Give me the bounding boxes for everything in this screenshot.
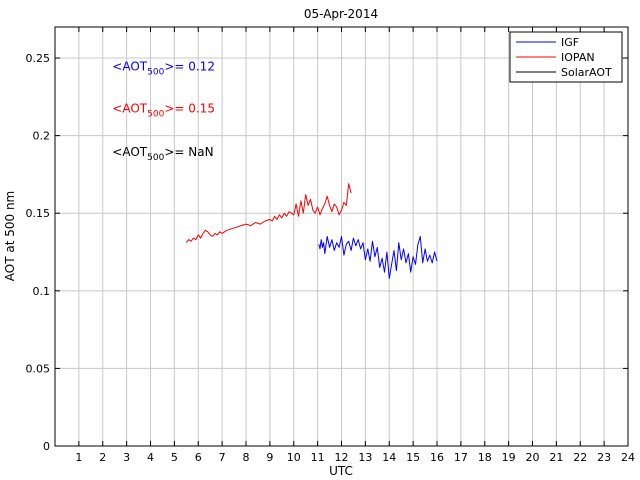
x-tick-label: 21 (549, 451, 563, 464)
legend-label: IOPAN (561, 51, 595, 64)
x-tick-label: 7 (219, 451, 226, 464)
x-tick-label: 12 (335, 451, 349, 464)
aot-annotation: <AOT500>= NaN (112, 145, 213, 163)
x-tick-label: 20 (526, 451, 540, 464)
x-tick-label: 10 (287, 451, 301, 464)
legend-label: IGF (561, 36, 579, 49)
y-tick-label: 0 (43, 440, 50, 453)
legend-label: SolarAOT (561, 66, 612, 79)
annotation-prefix: <AOT (112, 59, 147, 73)
annotation-subscript: 500 (147, 67, 164, 77)
annotation-prefix: <AOT (112, 101, 147, 115)
x-tick-label: 3 (123, 451, 130, 464)
x-tick-label: 18 (478, 451, 492, 464)
axis-ticks: 1 2 3 4 5 6 7 8 9 10 11 12 13 14 15 16 17 18 19 20 21 22 23 240… (26, 27, 635, 464)
y-tick-label: 0.05 (26, 362, 51, 375)
y-tick-label: 0.25 (26, 52, 51, 65)
x-tick-label: 2 (99, 451, 106, 464)
annotation-value: >= 0.15 (164, 101, 215, 115)
x-tick-label: 19 (502, 451, 516, 464)
legend: IGF IOPAN SolarAOT (509, 31, 623, 83)
series-line-iopan (185, 183, 352, 244)
x-tick-label: 24 (621, 451, 635, 464)
grid-lines (55, 27, 629, 446)
y-axis-label: AOT at 500 nm (3, 191, 17, 281)
x-tick-label: 5 (171, 451, 178, 464)
x-tick-label: 15 (406, 451, 420, 464)
series-line-igf (318, 236, 438, 279)
data-series (185, 183, 438, 279)
x-tick-label: 1 (75, 451, 82, 464)
x-tick-label: 13 (358, 451, 372, 464)
x-tick-label: 11 (311, 451, 325, 464)
y-tick-label: 0.15 (26, 207, 51, 220)
annotation-value: >= NaN (164, 145, 213, 159)
x-tick-label: 9 (266, 451, 273, 464)
annotation-prefix: <AOT (112, 145, 147, 159)
annotation-subscript: 500 (147, 109, 164, 119)
y-tick-label: 0.2 (33, 130, 51, 143)
aot-annotation: <AOT500>= 0.12 (112, 59, 215, 77)
x-tick-label: 16 (430, 451, 444, 464)
x-tick-label: 6 (195, 451, 202, 464)
x-axis-label: UTC (329, 464, 353, 478)
x-tick-label: 22 (573, 451, 587, 464)
x-tick-label: 8 (243, 451, 250, 464)
aot-annotation: <AOT500>= 0.15 (112, 101, 215, 119)
x-tick-label: 17 (454, 451, 468, 464)
aot-annotations: <AOT500>= 0.12<AOT500>= 0.15<AOT500>= Na… (112, 59, 215, 162)
x-tick-label: 23 (597, 451, 611, 464)
annotation-value: >= 0.12 (164, 59, 215, 73)
y-tick-label: 0.1 (33, 285, 51, 298)
chart-title: 05-Apr-2014 (304, 7, 378, 21)
x-tick-label: 4 (147, 451, 154, 464)
x-tick-label: 14 (382, 451, 396, 464)
annotation-subscript: 500 (147, 153, 164, 163)
